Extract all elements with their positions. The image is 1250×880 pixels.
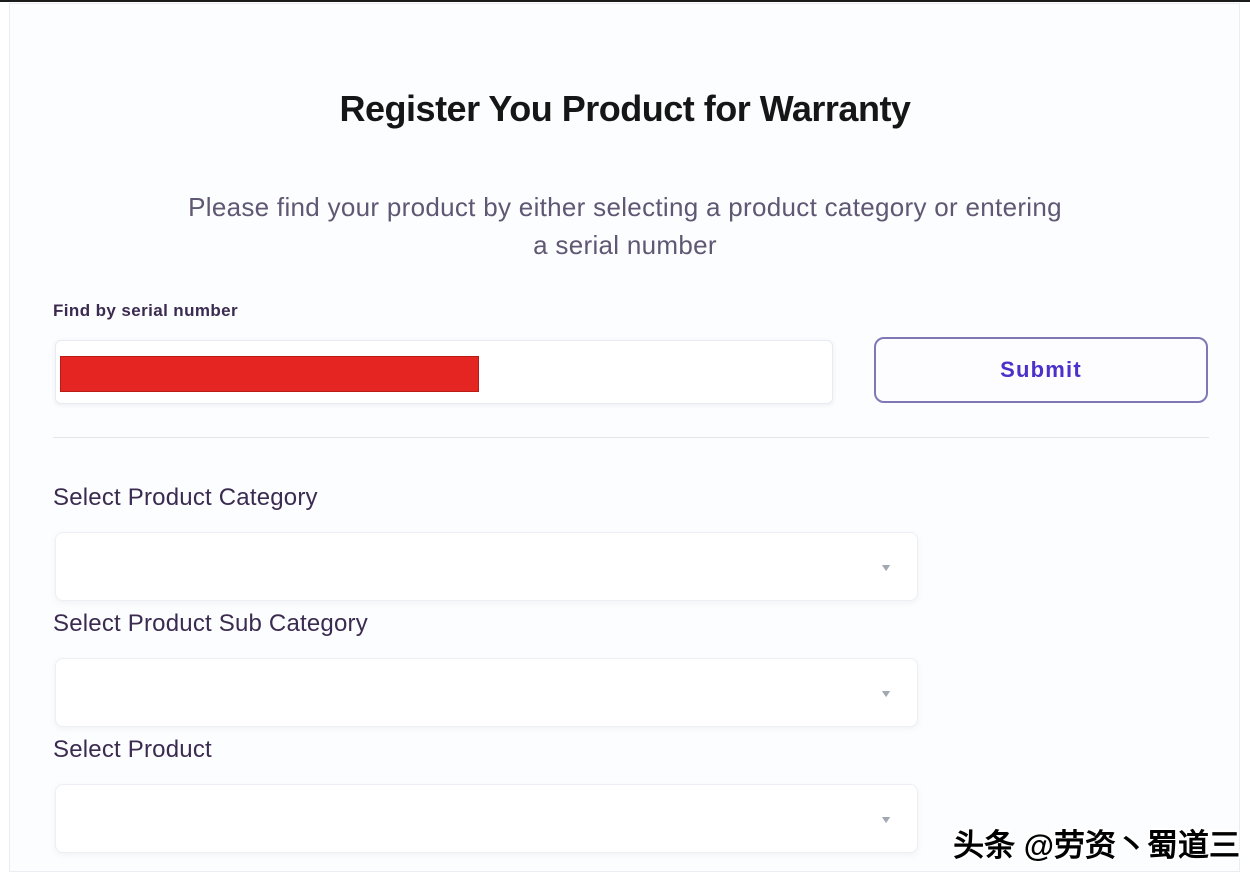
page-title: Register You Product for Warranty (339, 88, 911, 130)
serial-number-input[interactable] (55, 340, 833, 404)
product-label: Select Product (53, 736, 212, 763)
page-subtitle: Please find your product by either selec… (0, 188, 1250, 264)
submit-button[interactable]: Submit (874, 337, 1208, 403)
product-sub-category-select[interactable]: ▼ (55, 658, 918, 727)
product-sub-category-label: Select Product Sub Category (53, 610, 368, 637)
chevron-down-icon: ▼ (879, 560, 893, 573)
chevron-down-icon: ▼ (879, 812, 893, 825)
subtitle-line-2: a serial number (533, 230, 717, 260)
subtitle-line-1: Please find your product by either selec… (188, 192, 1062, 222)
serial-number-label: Find by serial number (53, 301, 239, 320)
product-select[interactable]: ▼ (55, 784, 918, 853)
chevron-down-icon: ▼ (879, 686, 893, 699)
top-border-line (0, 0, 1250, 2)
product-category-label: Select Product Category (53, 484, 318, 511)
redacted-serial-value (60, 356, 479, 392)
watermark-text: 头条 @劳资丶蜀道三 (953, 828, 1240, 863)
section-divider (53, 437, 1209, 438)
product-category-select[interactable]: ▼ (55, 532, 918, 601)
